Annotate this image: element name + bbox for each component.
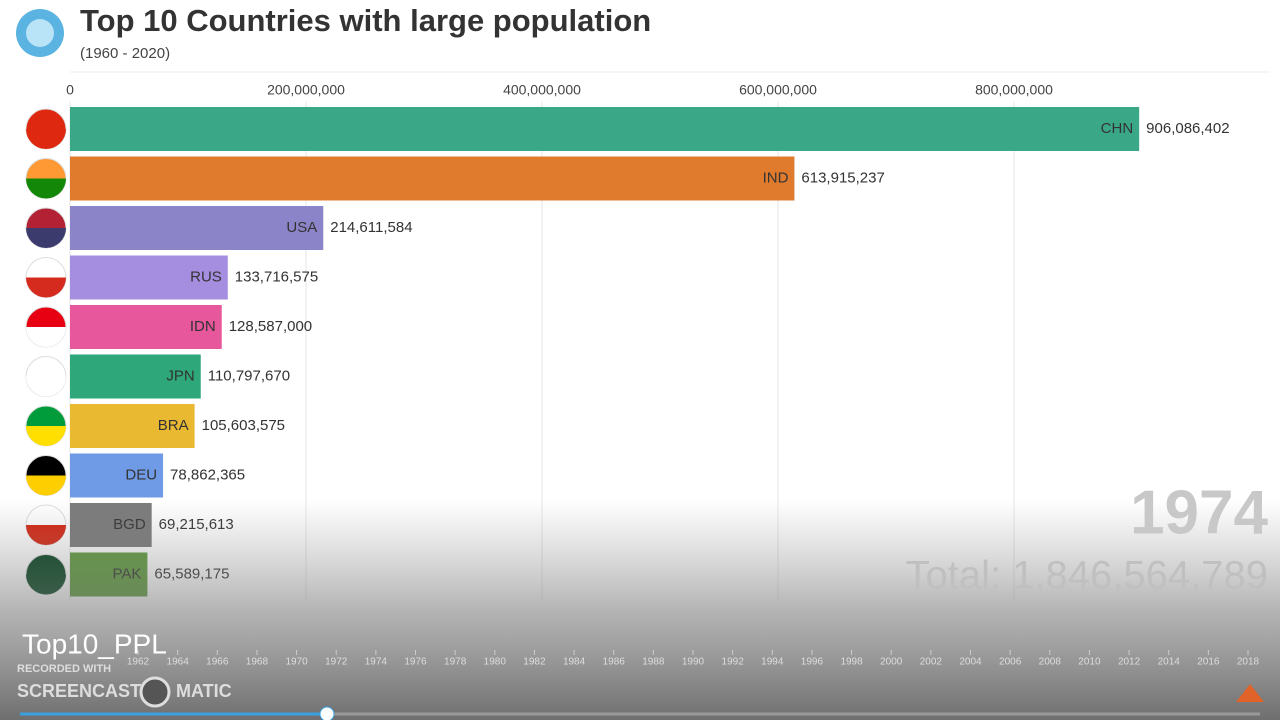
timeline-year: 1998 <box>840 657 863 668</box>
x-tick-label: 600,000,000 <box>739 82 817 98</box>
x-tick-label: 800,000,000 <box>975 82 1053 98</box>
bar-category-label: JPN <box>166 367 194 384</box>
timeline-year: 1968 <box>246 657 269 668</box>
x-tick-label: 400,000,000 <box>503 82 581 98</box>
timeline-year: 1990 <box>682 657 705 668</box>
bar-value-label: 133,716,575 <box>235 268 318 285</box>
bar <box>70 354 201 399</box>
bar <box>70 305 222 349</box>
recorder-top: RECORDED WITH <box>17 663 111 675</box>
timeline-year: 2012 <box>1118 657 1141 668</box>
chart-title: Top 10 Countries with large population <box>80 3 651 38</box>
timeline-year: 2002 <box>920 657 943 668</box>
bar <box>70 404 195 448</box>
flag-part <box>26 376 66 397</box>
timeline-year: 1972 <box>325 657 348 668</box>
bar-value-label: 613,915,237 <box>801 169 884 186</box>
x-tick-label: 200,000,000 <box>267 82 345 98</box>
bar-category-label: USA <box>286 219 317 236</box>
flag-part <box>26 129 66 149</box>
timeline-year: 1982 <box>523 657 546 668</box>
timeline-year: 1984 <box>563 657 586 668</box>
bottom-shade <box>0 500 1280 720</box>
bar-value-label: 110,797,670 <box>208 367 290 384</box>
bar-category-label: RUS <box>190 268 222 285</box>
timeline[interactable]: 1962 1964 1966 1968 1970 1972 1974 1976 1978 1980… <box>127 650 1260 668</box>
flag-part <box>26 277 66 298</box>
bar-value-label: 105,603,575 <box>202 417 285 434</box>
timeline-year: 2006 <box>999 657 1022 668</box>
timeline-year: 1978 <box>444 657 467 668</box>
timeline-year: 1994 <box>761 657 784 668</box>
timeline-year: 2014 <box>1158 657 1181 668</box>
progress-knob[interactable] <box>319 706 335 720</box>
bar-category-label: IND <box>763 169 789 186</box>
timeline-year: 2010 <box>1078 657 1101 668</box>
bar-row: IND 613,915,237 <box>25 156 885 201</box>
bar-row: BRA 105,603,575 <box>25 404 285 448</box>
bar-value-label: 906,086,402 <box>1146 120 1229 137</box>
channel-name: Top10_PPL <box>22 628 167 659</box>
timeline-year: 1970 <box>285 657 308 668</box>
flag-part <box>26 475 66 496</box>
bar-category-label: DEU <box>125 466 157 483</box>
bar-value-label: 128,587,000 <box>229 318 312 335</box>
bar-category-label: CHN <box>1101 120 1134 137</box>
bar-row: JPN 110,797,670 <box>25 354 290 399</box>
chart-subtitle: (1960 - 2020) <box>80 45 170 62</box>
bar-value-label: 78,862,365 <box>170 466 245 483</box>
timeline-year: 1966 <box>206 657 229 668</box>
bar <box>70 156 795 201</box>
timeline-year: 2008 <box>1039 657 1062 668</box>
timeline-year: 1996 <box>801 657 824 668</box>
bar-row: IDN 128,587,000 <box>25 305 312 349</box>
flag-part <box>26 426 66 446</box>
timeline-year: 2016 <box>1197 657 1220 668</box>
logo-inner <box>26 19 54 47</box>
recorder-right: MATIC <box>176 681 232 701</box>
flag-part <box>26 228 66 248</box>
timeline-year: 2000 <box>880 657 903 668</box>
bar <box>70 255 228 300</box>
bar-category-label: BRA <box>158 417 189 434</box>
timeline-year: 2018 <box>1237 657 1260 668</box>
recorder-logo <box>139 676 171 708</box>
bar <box>70 206 324 250</box>
x-tick-label: 0 <box>66 82 74 98</box>
timeline-year: 1974 <box>365 657 388 668</box>
recorder-left: SCREENCAST <box>17 681 141 701</box>
timeline-year: 1986 <box>603 657 626 668</box>
bar-row: USA 214,611,584 <box>25 206 413 250</box>
flag-part <box>26 178 66 199</box>
timeline-year: 1992 <box>722 657 745 668</box>
timeline-year: 1980 <box>484 657 507 668</box>
bar-row: DEU 78,862,365 <box>25 453 245 498</box>
corner-logo <box>1236 684 1264 702</box>
bar-value-label: 214,611,584 <box>330 219 412 236</box>
bar-row: CHN 906,086,402 <box>25 107 1230 151</box>
timeline-year: 1962 <box>127 657 150 668</box>
flag-part <box>26 327 66 347</box>
bar-category-label: IDN <box>190 318 216 335</box>
bar <box>70 107 1140 151</box>
year-label: 1974 <box>1130 478 1268 547</box>
bar-row: RUS 133,716,575 <box>25 255 318 300</box>
total-label: Total: 1,846,564,789 <box>905 554 1268 598</box>
timeline-year: 1964 <box>167 657 190 668</box>
bar <box>70 453 164 498</box>
timeline-year: 1976 <box>404 657 427 668</box>
timeline-year: 2004 <box>959 657 982 668</box>
timeline-year: 1988 <box>642 657 665 668</box>
